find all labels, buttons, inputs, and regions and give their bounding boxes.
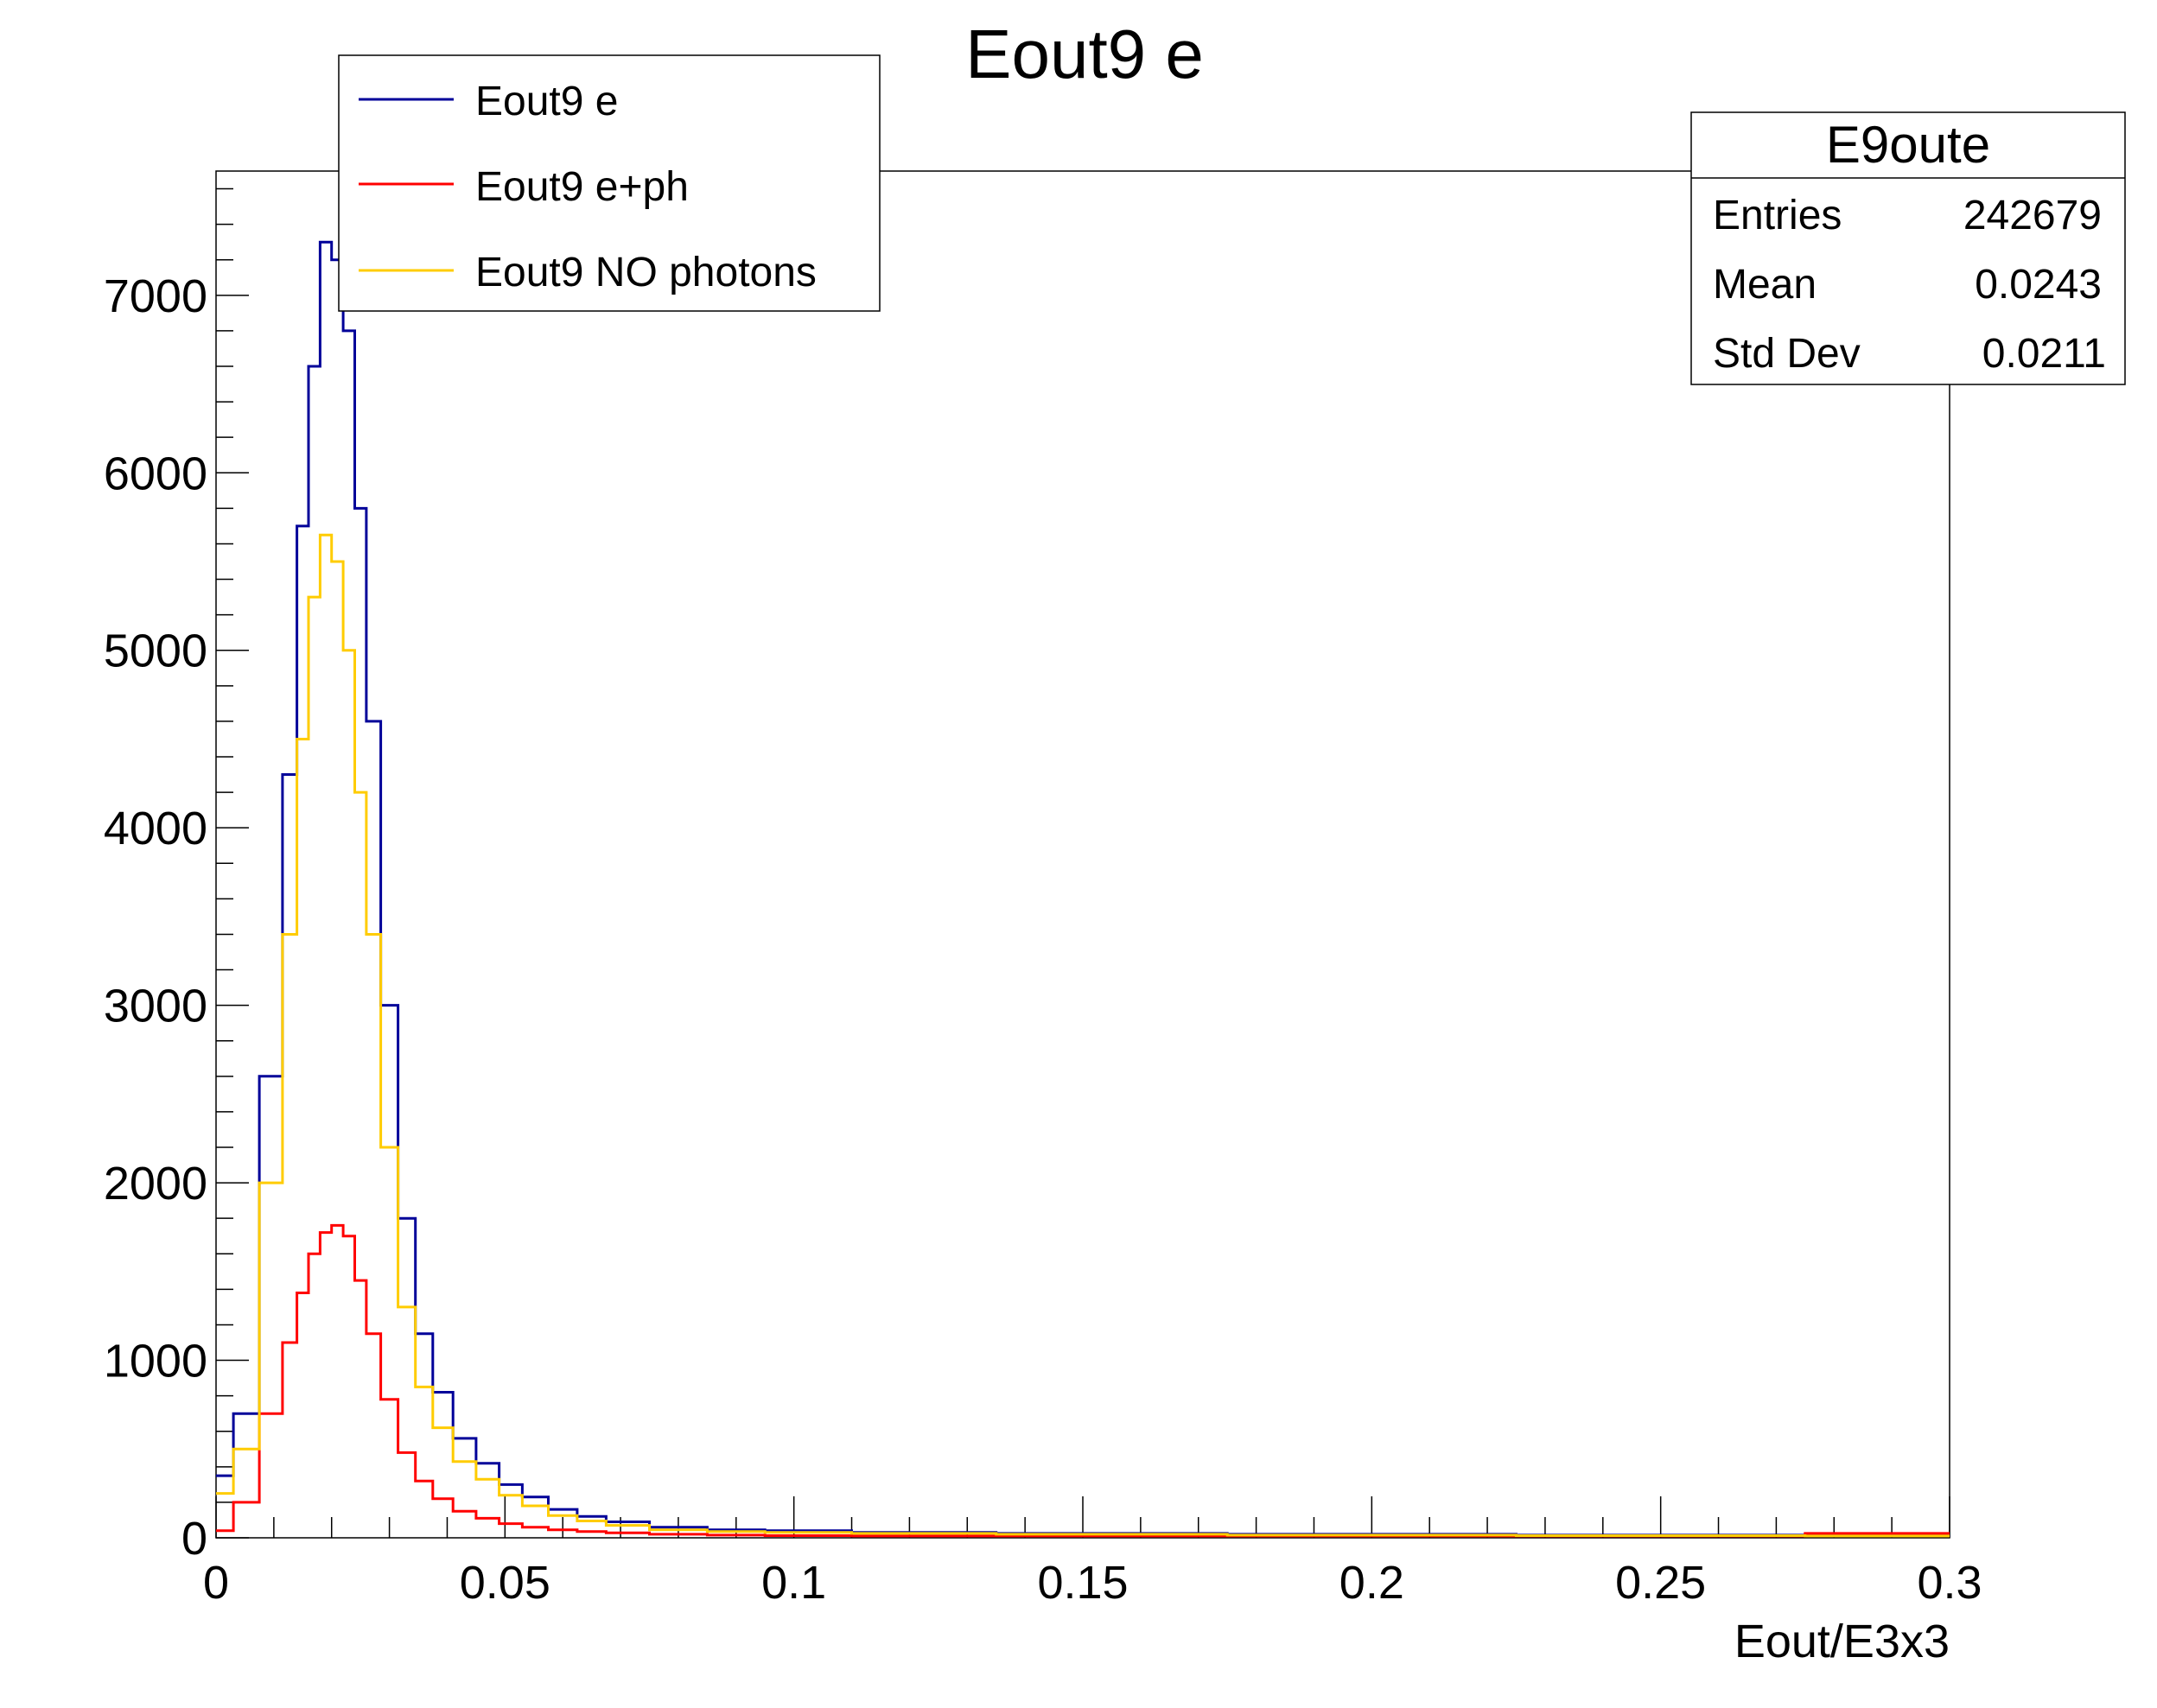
- x-axis-label: Eout/E3x3: [1734, 1616, 1950, 1667]
- x-tick-label: 0.2: [1339, 1557, 1404, 1609]
- legend-label-0: Eout9 e: [475, 79, 618, 124]
- chart-title: Eout9 e: [965, 16, 1204, 92]
- stats-mean-label: Mean: [1713, 262, 1817, 308]
- y-tick-label: 4000: [104, 803, 207, 854]
- stats-stddev-label: Std Dev: [1713, 331, 1861, 377]
- series-line-1: [216, 1223, 1950, 1538]
- legend: Eout9 e Eout9 e+ph Eout9 NO photons: [338, 54, 881, 312]
- y-tick-label: 7000: [104, 270, 207, 322]
- stats-box-frame: [1690, 111, 2126, 385]
- y-tick-label: 2000: [104, 1158, 207, 1210]
- y-tick-label: 5000: [104, 625, 207, 677]
- y-tick-label: 0: [181, 1513, 207, 1565]
- x-tick-label: 0.05: [460, 1557, 550, 1609]
- x-tick-label: 0.1: [761, 1557, 826, 1609]
- stats-stddev-value: 0.0211: [1982, 331, 2106, 377]
- stats-entries-label: Entries: [1713, 193, 1842, 238]
- stats-box: E9oute Entries 242679 Mean 0.0243 Std De…: [1690, 111, 2126, 385]
- y-tick-label: 3000: [104, 981, 207, 1032]
- histogram-series: [216, 240, 1950, 1538]
- x-tick-label: 0.15: [1037, 1557, 1128, 1609]
- stats-mean-value: 0.0243: [1975, 262, 2102, 308]
- axis-tick-labels: 0 0.05 0.1 0.15 0.2 0.25 0.3 0 1000 2000 3000 4000 5…: [104, 270, 1982, 1609]
- stats-box-title: E9oute: [1826, 116, 1990, 174]
- y-tick-label: 6000: [104, 448, 207, 499]
- legend-label-2: Eout9 NO photons: [475, 250, 817, 295]
- stats-entries-value: 242679: [1963, 193, 2102, 238]
- x-tick-label: 0: [203, 1557, 229, 1609]
- series-line-2: [216, 533, 1950, 1538]
- y-tick-label: 1000: [104, 1336, 207, 1387]
- x-tick-label: 0.3: [1917, 1557, 1982, 1609]
- series-line-0: [216, 240, 1950, 1537]
- legend-label-1: Eout9 e+ph: [475, 164, 689, 210]
- x-tick-label: 0.25: [1615, 1557, 1706, 1609]
